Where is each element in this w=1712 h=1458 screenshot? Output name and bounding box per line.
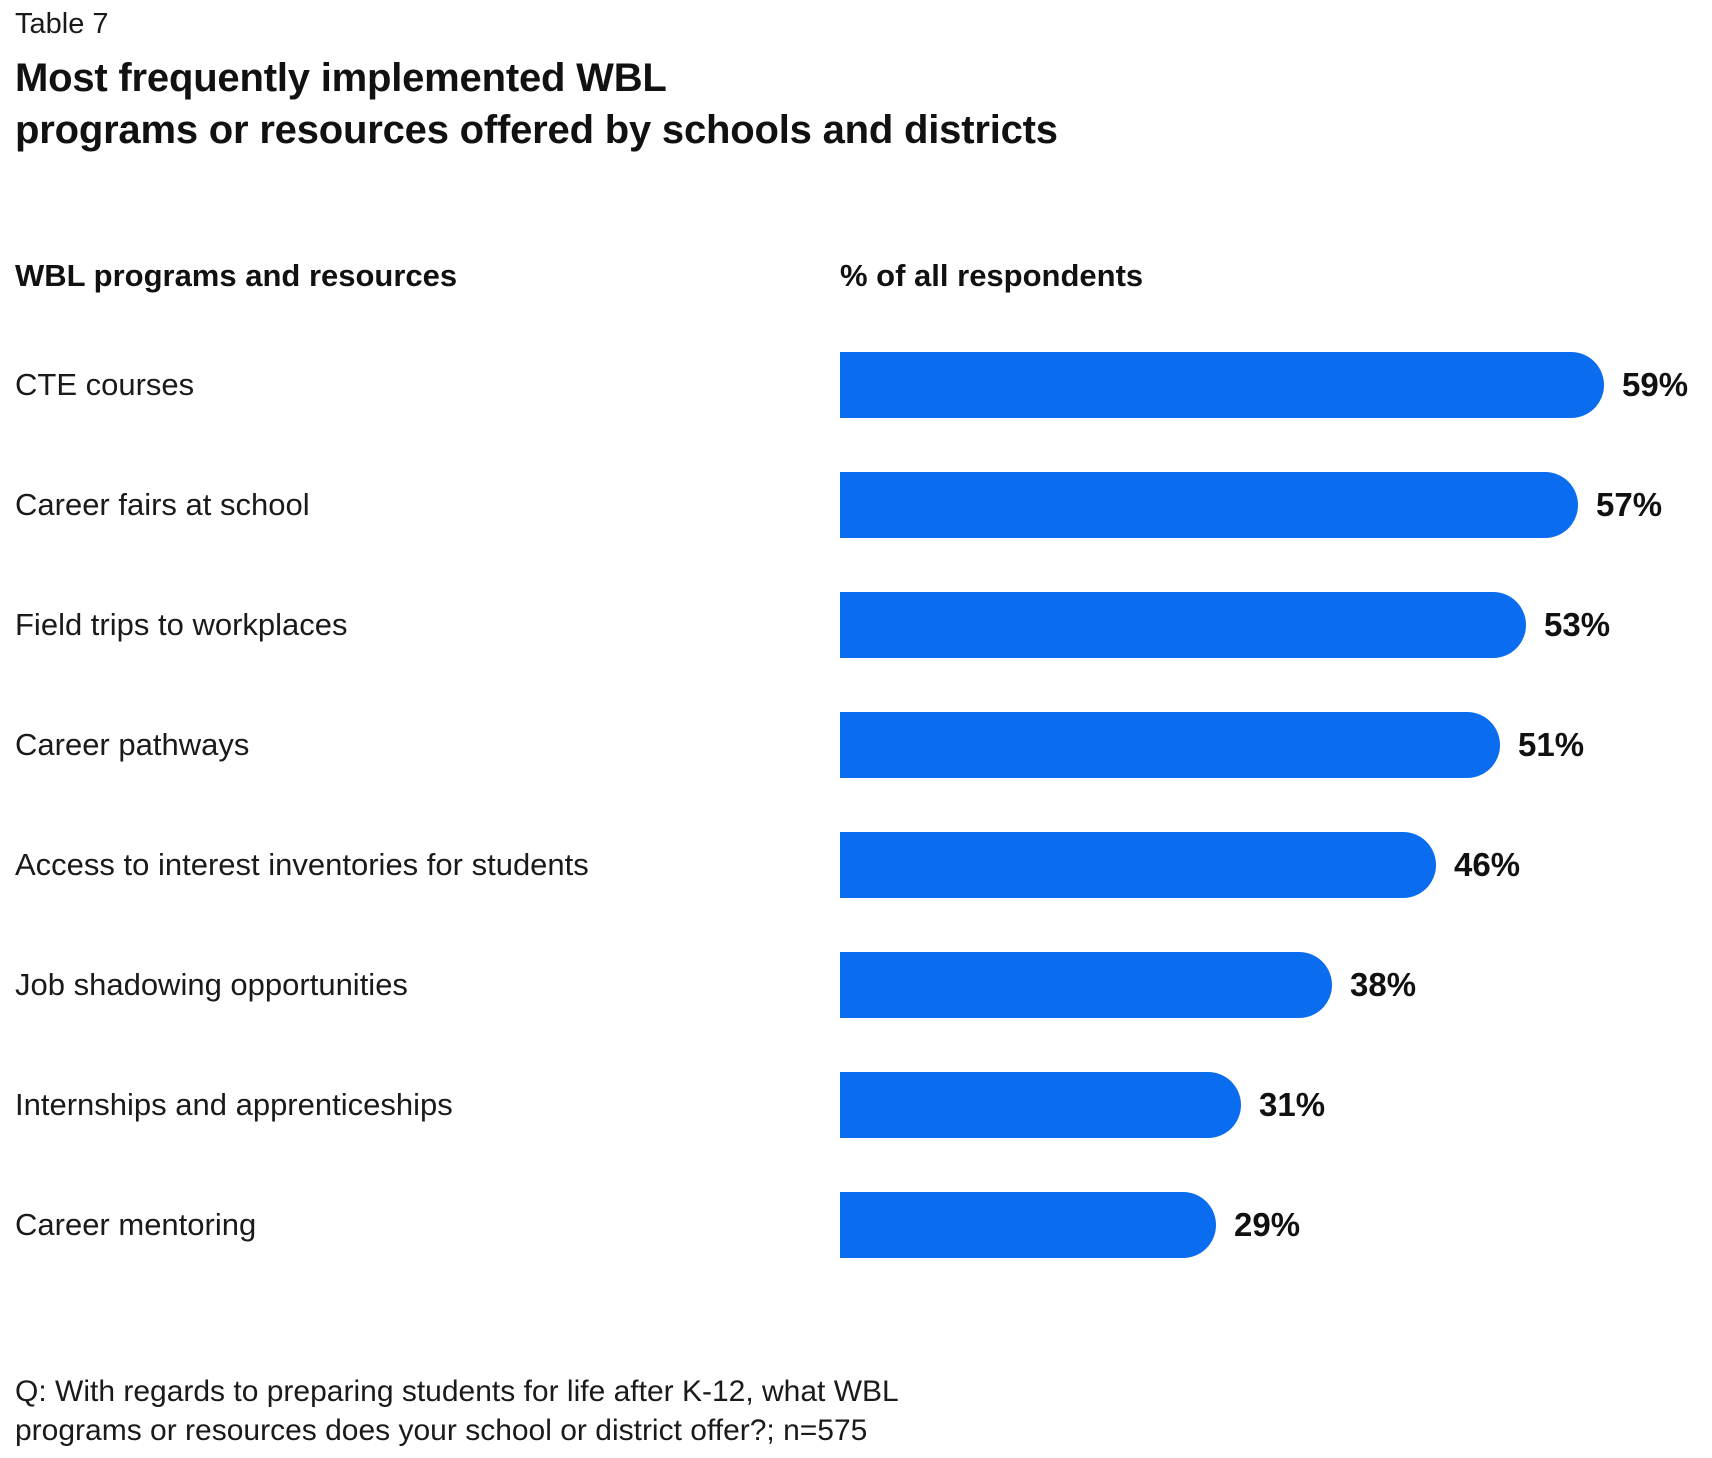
- bar-value-label: 38%: [1350, 966, 1417, 1003]
- bar-row: Internships and apprenticeships 31%: [0, 1045, 1712, 1165]
- bar-value-label: 51%: [1518, 726, 1585, 763]
- bar-track: 59%: [840, 352, 1688, 418]
- bar-value-label: 53%: [1544, 606, 1611, 643]
- bar-chart: CTE courses 59% Career fairs at school 5…: [0, 325, 1712, 1285]
- bar: [840, 1192, 1216, 1258]
- category-label: Field trips to workplaces: [15, 607, 348, 642]
- category-label: Career fairs at school: [15, 487, 310, 522]
- column-header-respondents: % of all respondents: [840, 258, 1144, 293]
- bar-row: Career fairs at school 57%: [0, 445, 1712, 565]
- bar: [840, 1072, 1241, 1138]
- bar: [840, 352, 1604, 418]
- header-block: Table 7 Most frequently implemented WBL …: [15, 6, 1058, 156]
- bar-track: 29%: [840, 1192, 1300, 1258]
- bar: [840, 832, 1436, 898]
- bar-value-label: 29%: [1234, 1206, 1301, 1243]
- page-title-line-2: programs or resources offered by schools…: [15, 108, 1058, 152]
- bar: [840, 712, 1500, 778]
- bar-value-label: 57%: [1596, 486, 1663, 523]
- bar-value-label: 31%: [1259, 1086, 1326, 1123]
- bar-track: 51%: [840, 712, 1584, 778]
- bar-row: Career mentoring 29%: [0, 1165, 1712, 1285]
- footnote-line-1: Q: With regards to preparing students fo…: [15, 1375, 899, 1408]
- page-title-line-1: Most frequently implemented WBL: [15, 56, 667, 100]
- bar-track: 53%: [840, 592, 1610, 658]
- category-label: CTE courses: [15, 367, 195, 402]
- category-label: Career mentoring: [15, 1207, 257, 1242]
- bar: [840, 952, 1332, 1018]
- column-header-programs: WBL programs and resources: [15, 258, 458, 293]
- bar-track: 38%: [840, 952, 1416, 1018]
- bar-value-label: 46%: [1454, 846, 1521, 883]
- bar: [840, 592, 1526, 658]
- bar: [840, 472, 1578, 538]
- bar-row: Access to interest inventories for stude…: [0, 805, 1712, 925]
- page-title: Most frequently implemented WBL programs…: [15, 52, 1058, 156]
- bar-track: 57%: [840, 472, 1662, 538]
- category-label: Access to interest inventories for stude…: [15, 847, 589, 882]
- table-label: Table 7: [15, 8, 109, 40]
- bar-row: CTE courses 59%: [0, 325, 1712, 445]
- bar-track: 46%: [840, 832, 1520, 898]
- footnote-line-2: programs or resources does your school o…: [15, 1414, 868, 1447]
- bar-row: Career pathways 51%: [0, 685, 1712, 805]
- bar-track: 31%: [840, 1072, 1325, 1138]
- category-label: Job shadowing opportunities: [15, 967, 408, 1002]
- bar-value-label: 59%: [1622, 366, 1689, 403]
- footnote: Q: With regards to preparing students fo…: [15, 1372, 899, 1450]
- bar-row: Field trips to workplaces 53%: [0, 565, 1712, 685]
- category-label: Internships and apprenticeships: [15, 1087, 453, 1122]
- bar-row: Job shadowing opportunities 38%: [0, 925, 1712, 1045]
- category-label: Career pathways: [15, 727, 250, 762]
